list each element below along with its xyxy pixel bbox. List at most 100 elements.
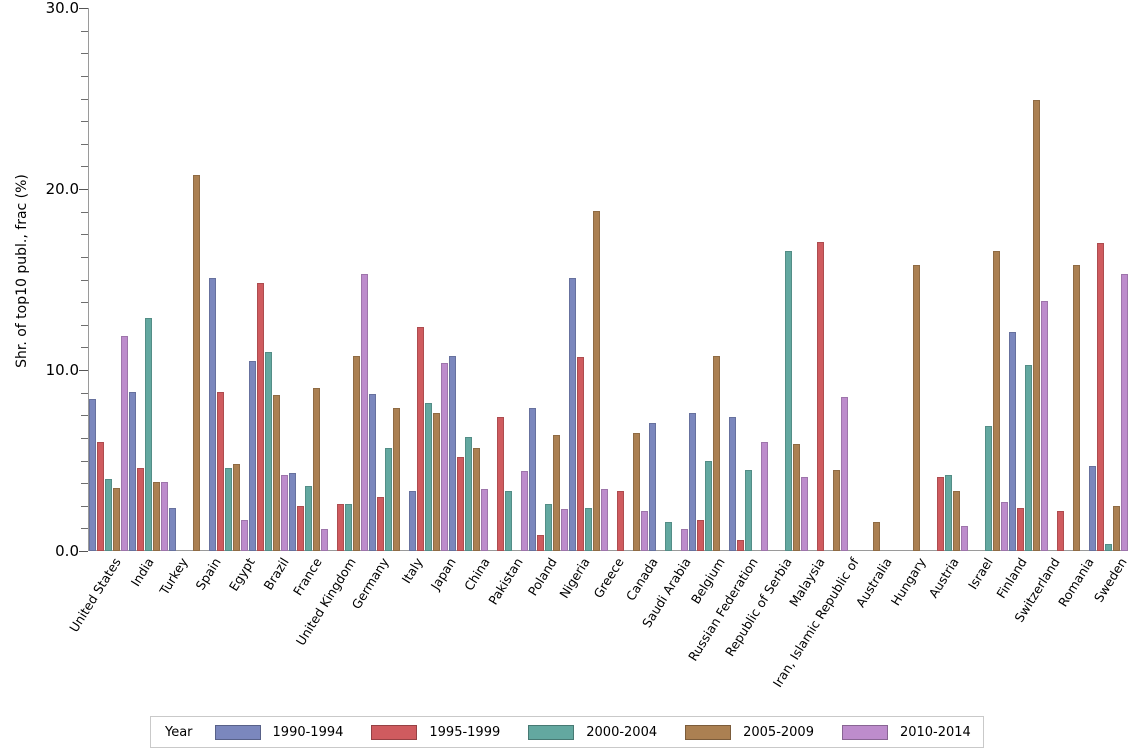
bar[interactable]: [552, 435, 560, 551]
bar[interactable]: [1112, 505, 1120, 551]
bar[interactable]: [576, 357, 584, 551]
bar[interactable]: [376, 496, 384, 551]
bar[interactable]: [632, 433, 640, 551]
bar[interactable]: [1016, 507, 1024, 551]
bar[interactable]: [112, 487, 120, 551]
bar[interactable]: [992, 250, 1000, 551]
bar[interactable]: [664, 522, 672, 551]
bar[interactable]: [304, 485, 312, 551]
bar[interactable]: [440, 362, 448, 551]
bar[interactable]: [712, 355, 720, 551]
bar[interactable]: [704, 460, 712, 551]
bar[interactable]: [360, 274, 368, 551]
bar[interactable]: [528, 408, 536, 551]
legend-item[interactable]: 2000-2004: [528, 724, 657, 740]
bar[interactable]: [464, 436, 472, 551]
bar[interactable]: [600, 489, 608, 551]
bar[interactable]: [424, 402, 432, 551]
bar[interactable]: [984, 426, 992, 551]
bar[interactable]: [344, 503, 352, 551]
bar[interactable]: [504, 491, 512, 551]
bar[interactable]: [416, 326, 424, 551]
bar[interactable]: [480, 489, 488, 551]
bar[interactable]: [960, 525, 968, 551]
bar[interactable]: [584, 507, 592, 551]
bar[interactable]: [320, 529, 328, 551]
legend-item[interactable]: 2010-2014: [841, 724, 971, 740]
bar[interactable]: [592, 210, 600, 551]
bar[interactable]: [832, 469, 840, 551]
bar[interactable]: [1000, 502, 1008, 551]
bar[interactable]: [432, 413, 440, 551]
bar[interactable]: [160, 482, 168, 551]
bar[interactable]: [352, 355, 360, 551]
bar[interactable]: [384, 447, 392, 551]
bar[interactable]: [936, 476, 944, 551]
bar[interactable]: [696, 520, 704, 551]
bar[interactable]: [784, 250, 792, 551]
bar[interactable]: [472, 447, 480, 551]
bar[interactable]: [240, 520, 248, 551]
bar[interactable]: [192, 174, 200, 551]
bar[interactable]: [1040, 301, 1048, 551]
bar[interactable]: [104, 478, 112, 551]
legend-item[interactable]: 2005-2009: [685, 724, 814, 740]
bar[interactable]: [736, 540, 744, 551]
bar[interactable]: [840, 397, 848, 551]
bar[interactable]: [248, 360, 256, 551]
bar[interactable]: [1096, 243, 1104, 551]
bar[interactable]: [128, 391, 136, 551]
bar[interactable]: [816, 241, 824, 551]
bar[interactable]: [1104, 543, 1112, 551]
bar[interactable]: [312, 388, 320, 551]
legend-item[interactable]: 1990-1994: [214, 724, 343, 740]
bar[interactable]: [368, 393, 376, 551]
bar[interactable]: [144, 317, 152, 551]
bar[interactable]: [216, 391, 224, 551]
bar[interactable]: [1056, 511, 1064, 551]
bar[interactable]: [568, 277, 576, 551]
bar[interactable]: [232, 464, 240, 551]
bar[interactable]: [88, 398, 96, 551]
bar[interactable]: [296, 505, 304, 551]
bar[interactable]: [520, 471, 528, 551]
bar[interactable]: [288, 473, 296, 551]
bar[interactable]: [272, 395, 280, 551]
bar[interactable]: [256, 283, 264, 551]
bar[interactable]: [1072, 265, 1080, 551]
bar[interactable]: [168, 507, 176, 551]
bar[interactable]: [152, 482, 160, 551]
bar[interactable]: [136, 467, 144, 551]
bar[interactable]: [616, 491, 624, 551]
bar[interactable]: [912, 265, 920, 551]
bar[interactable]: [120, 335, 128, 551]
bar[interactable]: [536, 534, 544, 551]
bar[interactable]: [944, 474, 952, 551]
bar[interactable]: [544, 503, 552, 551]
bar[interactable]: [280, 474, 288, 551]
bar[interactable]: [224, 467, 232, 551]
bar[interactable]: [760, 442, 768, 551]
bar[interactable]: [872, 522, 880, 551]
bar[interactable]: [688, 413, 696, 551]
bar[interactable]: [1032, 100, 1040, 551]
bar[interactable]: [448, 355, 456, 551]
bar[interactable]: [560, 509, 568, 551]
bar[interactable]: [680, 529, 688, 551]
bar[interactable]: [952, 491, 960, 551]
legend-item[interactable]: 1995-1999: [371, 724, 500, 740]
bar[interactable]: [728, 417, 736, 551]
bar[interactable]: [96, 442, 104, 551]
bar[interactable]: [792, 444, 800, 551]
bar[interactable]: [496, 417, 504, 551]
bar[interactable]: [648, 422, 656, 551]
bar[interactable]: [1024, 364, 1032, 551]
bar[interactable]: [456, 456, 464, 551]
bar[interactable]: [264, 351, 272, 551]
bar[interactable]: [336, 503, 344, 551]
bar[interactable]: [208, 277, 216, 551]
bar[interactable]: [744, 469, 752, 551]
bar[interactable]: [1120, 274, 1128, 551]
bar[interactable]: [1088, 465, 1096, 551]
bar[interactable]: [640, 511, 648, 551]
